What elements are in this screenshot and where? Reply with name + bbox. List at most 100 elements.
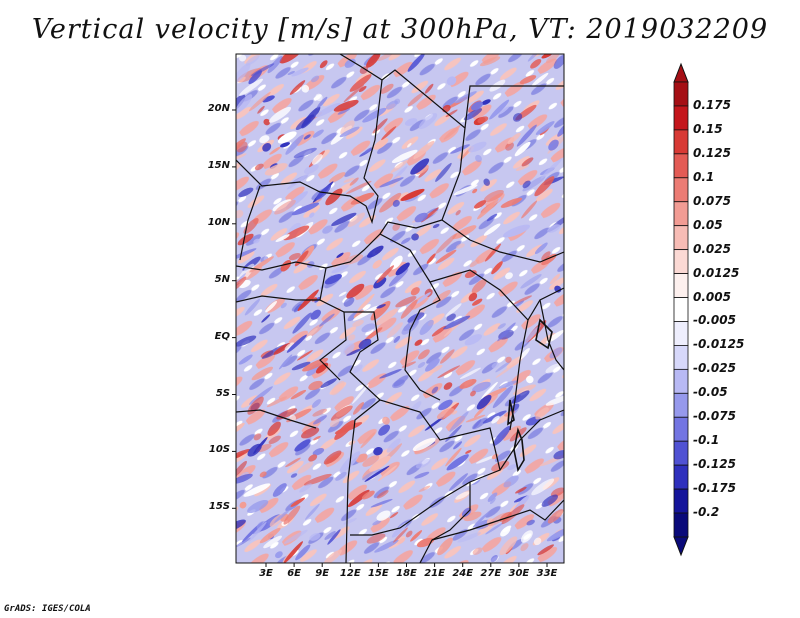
velocity-streak	[459, 378, 477, 389]
velocity-streak	[373, 447, 383, 456]
velocity-streak	[469, 259, 480, 268]
velocity-streak	[275, 551, 283, 559]
lat-ticks	[232, 109, 236, 509]
velocity-streak	[418, 349, 430, 360]
velocity-streak	[301, 106, 321, 129]
velocity-streak	[333, 99, 359, 112]
colorbar-label: -0.175	[693, 481, 736, 496]
velocity-streak	[545, 363, 562, 374]
velocity-streak	[483, 223, 501, 236]
velocity-streak	[450, 144, 470, 154]
velocity-streak	[343, 297, 355, 307]
velocity-streak	[289, 80, 306, 95]
velocity-streak	[259, 135, 270, 144]
lat-label: 5N	[214, 273, 230, 285]
velocity-streak	[414, 212, 428, 223]
colorbar-swatch	[673, 416, 689, 442]
velocity-streak	[290, 389, 307, 400]
velocity-streak	[369, 455, 391, 472]
velocity-streak	[456, 243, 465, 249]
velocity-streak	[293, 303, 303, 313]
velocity-streak	[238, 354, 253, 365]
velocity-streak	[505, 356, 512, 363]
velocity-streak	[261, 314, 271, 323]
velocity-streak	[352, 402, 365, 415]
velocity-streak	[238, 187, 254, 198]
velocity-streak	[511, 390, 530, 404]
velocity-streak	[405, 530, 413, 538]
lon-label: 21E	[424, 568, 445, 579]
lon-label: 9E	[315, 568, 330, 579]
velocity-streak	[486, 213, 498, 222]
velocity-streak	[500, 197, 523, 208]
velocity-streak	[348, 334, 356, 341]
velocity-streak	[514, 141, 531, 157]
velocity-streak	[438, 399, 453, 411]
velocity-streak	[416, 537, 435, 548]
velocity-streak	[534, 176, 555, 197]
velocity-streak	[263, 535, 283, 549]
velocity-streak	[324, 274, 342, 285]
velocity-streak	[404, 118, 418, 126]
velocity-streak	[445, 109, 458, 118]
velocity-streak	[291, 202, 320, 216]
velocity-streak	[526, 519, 535, 526]
velocity-streak	[512, 384, 536, 395]
colorbar-swatch	[673, 392, 689, 418]
velocity-streak	[489, 99, 510, 120]
lon-label: 15E	[368, 568, 389, 579]
velocity-streak	[443, 315, 471, 330]
velocity-streak	[236, 153, 247, 163]
velocity-streak	[412, 437, 436, 452]
velocity-streak	[501, 504, 525, 525]
colorbar-label: -0.075	[693, 409, 736, 424]
lon-label: 3E	[259, 568, 273, 579]
velocity-streak	[361, 490, 375, 500]
velocity-streak	[312, 408, 327, 417]
velocity-streak	[440, 349, 455, 364]
colorbar-swatch	[673, 464, 689, 490]
velocity-streak	[249, 386, 273, 405]
velocity-streak	[262, 143, 272, 152]
lon-label: 27E	[480, 568, 502, 579]
velocity-streak	[526, 375, 534, 384]
country-borders	[236, 54, 564, 563]
velocity-streak	[274, 199, 296, 215]
velocity-streak	[513, 295, 532, 305]
velocity-streak	[247, 499, 269, 514]
velocity-streak	[431, 386, 439, 394]
velocity-streak	[291, 67, 309, 77]
velocity-streak	[312, 129, 324, 138]
velocity-streak	[531, 72, 549, 87]
velocity-streak	[443, 382, 453, 390]
velocity-streak	[390, 159, 408, 174]
colorbar-swatch	[673, 105, 689, 131]
velocity-streak	[491, 362, 500, 369]
velocity-streak	[389, 511, 399, 519]
colorbar-label: -0.005	[693, 313, 736, 328]
velocity-streak	[432, 223, 440, 229]
velocity-streak	[417, 361, 426, 369]
velocity-streak	[483, 178, 490, 186]
velocity-streak	[415, 458, 431, 469]
velocity-streak	[370, 300, 391, 321]
velocity-streak	[541, 54, 554, 59]
velocity-streak	[248, 521, 267, 542]
velocity-streak	[553, 54, 564, 69]
colorbar-min-arrow	[673, 536, 689, 557]
velocity-streak	[401, 319, 419, 335]
velocity-streak	[395, 296, 417, 308]
velocity-streak	[236, 63, 251, 84]
velocity-streak	[335, 471, 347, 481]
lat-label: 15N	[207, 159, 230, 171]
velocity-streak	[280, 302, 287, 309]
velocity-streak	[236, 94, 246, 112]
velocity-streak	[364, 327, 383, 341]
velocity-streak	[373, 138, 389, 150]
colorbar-swatch	[673, 177, 689, 203]
velocity-streak	[375, 308, 399, 326]
colorbar-max-arrow	[673, 62, 689, 83]
velocity-streak	[471, 279, 487, 294]
velocity-streak	[274, 509, 290, 523]
velocity-streak	[381, 126, 397, 141]
